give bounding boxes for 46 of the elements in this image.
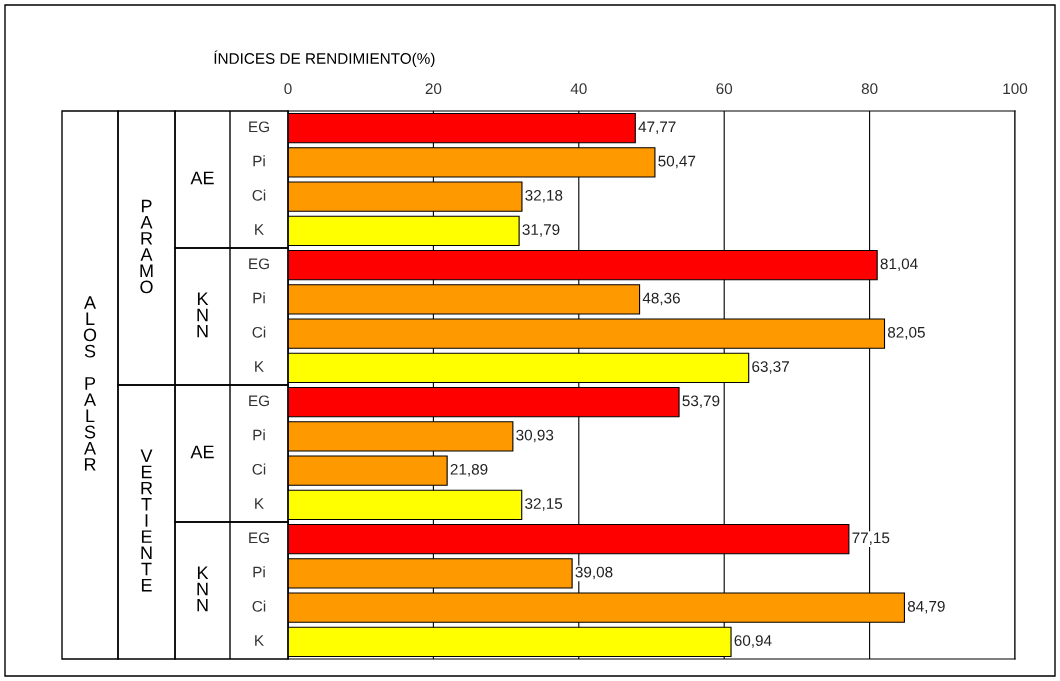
y-tick-label: Pi: [253, 292, 265, 304]
data-label: 82,05: [887, 326, 925, 340]
y-tick-label: Pi: [253, 566, 265, 578]
data-label: 50,47: [658, 155, 696, 169]
text: PARAMO: [140, 199, 153, 294]
y-tick-label: Ci: [252, 600, 266, 612]
y-tick-label: EG: [249, 395, 269, 407]
data-label: 53,79: [682, 395, 720, 409]
y-tick-label: EG: [249, 532, 269, 544]
data-label: 60,94: [734, 635, 772, 648]
data-label: 32,18: [525, 189, 563, 203]
y-tick-label: Ci: [252, 189, 266, 201]
data-label: 30,93: [516, 429, 554, 443]
y-tick-label: K: [255, 498, 264, 509]
data-label: 32,15: [525, 498, 563, 511]
y-tick-label: Pi: [253, 155, 265, 167]
data-label: 77,15: [852, 532, 890, 546]
x-tick-label: 40: [570, 83, 587, 95]
text: ALOS PALSAR: [83, 296, 97, 471]
data-label: 84,79: [907, 600, 945, 614]
text: AE: [190, 171, 214, 185]
x-tick-label: 20: [425, 83, 442, 95]
x-tick-label: 80: [861, 83, 878, 95]
text: KNN: [197, 292, 209, 338]
data-label: 39,08: [575, 566, 613, 580]
x-tick-label: 0: [284, 83, 292, 95]
y-tick-label: EG: [249, 121, 269, 133]
text: VERTIENTE: [140, 449, 153, 592]
data-label: 48,36: [642, 292, 680, 306]
chart-title: ÍNDICES DE RENDIMIENTO(%): [214, 50, 435, 67]
y-tick-label: K: [255, 361, 264, 372]
text: AE: [190, 445, 214, 459]
data-label: 31,79: [522, 224, 560, 237]
data-label: 81,04: [880, 258, 918, 272]
y-tick-label: Ci: [252, 463, 266, 475]
text: KNN: [197, 566, 209, 612]
data-label: 21,89: [450, 463, 488, 477]
y-tick-label: Ci: [252, 326, 266, 338]
data-label: 63,37: [752, 361, 789, 374]
y-tick-label: EG: [249, 258, 269, 270]
x-tick-label: 100: [1003, 83, 1028, 95]
y-tick-label: Pi: [253, 429, 265, 441]
y-tick-label: K: [255, 635, 264, 646]
x-tick-label: 60: [716, 83, 733, 95]
y-tick-label: K: [255, 224, 264, 235]
data-label: 47,77: [638, 121, 676, 135]
